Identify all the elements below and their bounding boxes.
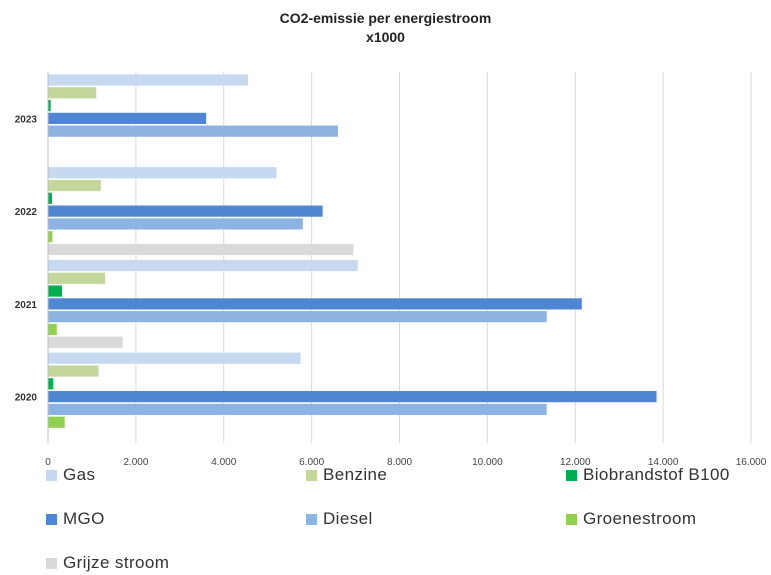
category-label: 2021 xyxy=(15,300,38,311)
bar xyxy=(48,336,123,348)
bar xyxy=(48,311,547,323)
bar xyxy=(48,243,354,256)
bar xyxy=(48,259,358,272)
category-label: 2022 xyxy=(15,207,38,218)
bar xyxy=(48,323,57,336)
x-tick-label: 2.000 xyxy=(123,457,148,468)
bar xyxy=(48,231,53,243)
bar xyxy=(48,285,63,297)
chart-title-line-2: x1000 xyxy=(366,29,405,45)
chart-title: CO2-emissie per energiestroom x1000 xyxy=(0,9,771,47)
x-tick-label: 12.000 xyxy=(560,457,591,468)
bar xyxy=(48,403,547,416)
x-tick-label: 16.000 xyxy=(736,457,767,468)
bar xyxy=(48,365,99,377)
x-tick-label: 6.000 xyxy=(299,457,324,468)
x-tick-label: 8.000 xyxy=(387,457,412,468)
bars xyxy=(48,74,657,428)
bar xyxy=(48,205,323,217)
x-tick-label: 10.000 xyxy=(472,457,503,468)
bar xyxy=(48,99,51,112)
category-label: 2023 xyxy=(15,114,38,125)
bar xyxy=(48,298,582,310)
bar xyxy=(48,87,97,99)
category-label: 2020 xyxy=(15,393,38,404)
bar xyxy=(48,416,65,428)
bar xyxy=(48,378,54,390)
bar xyxy=(48,125,338,137)
chart-title-line-1: CO2-emissie per energiestroom xyxy=(279,10,492,26)
bar xyxy=(48,192,52,204)
bar xyxy=(48,272,106,284)
x-tick-label: 14.000 xyxy=(648,457,679,468)
bar xyxy=(48,218,303,230)
bar xyxy=(48,391,657,403)
x-tick-label: 0 xyxy=(45,457,51,468)
bar xyxy=(48,167,277,179)
bar xyxy=(48,112,207,124)
bar xyxy=(48,352,301,364)
bar xyxy=(48,74,248,86)
bar xyxy=(48,179,101,192)
axes: 0 2.000 4.000 6.000 8.000 10.000 12.000 14.000 1… xyxy=(15,72,767,468)
x-tick-label: 4.000 xyxy=(211,457,236,468)
